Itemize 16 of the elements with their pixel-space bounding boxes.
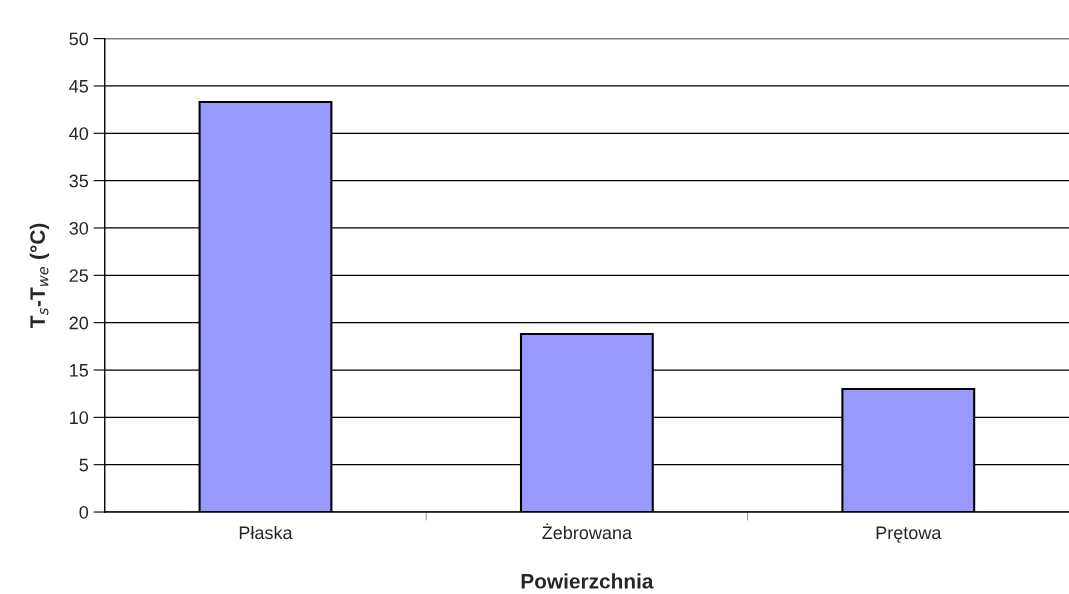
y-tick-label: 35 xyxy=(69,174,89,188)
x-tick-label: Płaska xyxy=(239,525,293,540)
y-tick-label: 45 xyxy=(69,80,89,93)
y-tick-label: 25 xyxy=(69,269,89,283)
y-tick-label: 5 xyxy=(79,458,89,472)
y-tick-label: 10 xyxy=(70,411,89,425)
y-axis-title: T$_{s}$-T$_{we}$ (°C) xyxy=(29,223,50,328)
x-tick-label: Prętowa xyxy=(876,526,942,543)
y-tick-label: 0 xyxy=(79,505,89,519)
x-axis-title: Powierzchnia xyxy=(521,573,654,589)
y-tick-label: 30 xyxy=(69,221,89,235)
y-tick-label: 15 xyxy=(70,364,89,377)
y-tick-label: 20 xyxy=(69,316,89,330)
x-tick-label: Żebrowana xyxy=(542,523,633,540)
y-tick-label: 40 xyxy=(69,127,89,141)
y-tick-label: 50 xyxy=(69,32,89,46)
